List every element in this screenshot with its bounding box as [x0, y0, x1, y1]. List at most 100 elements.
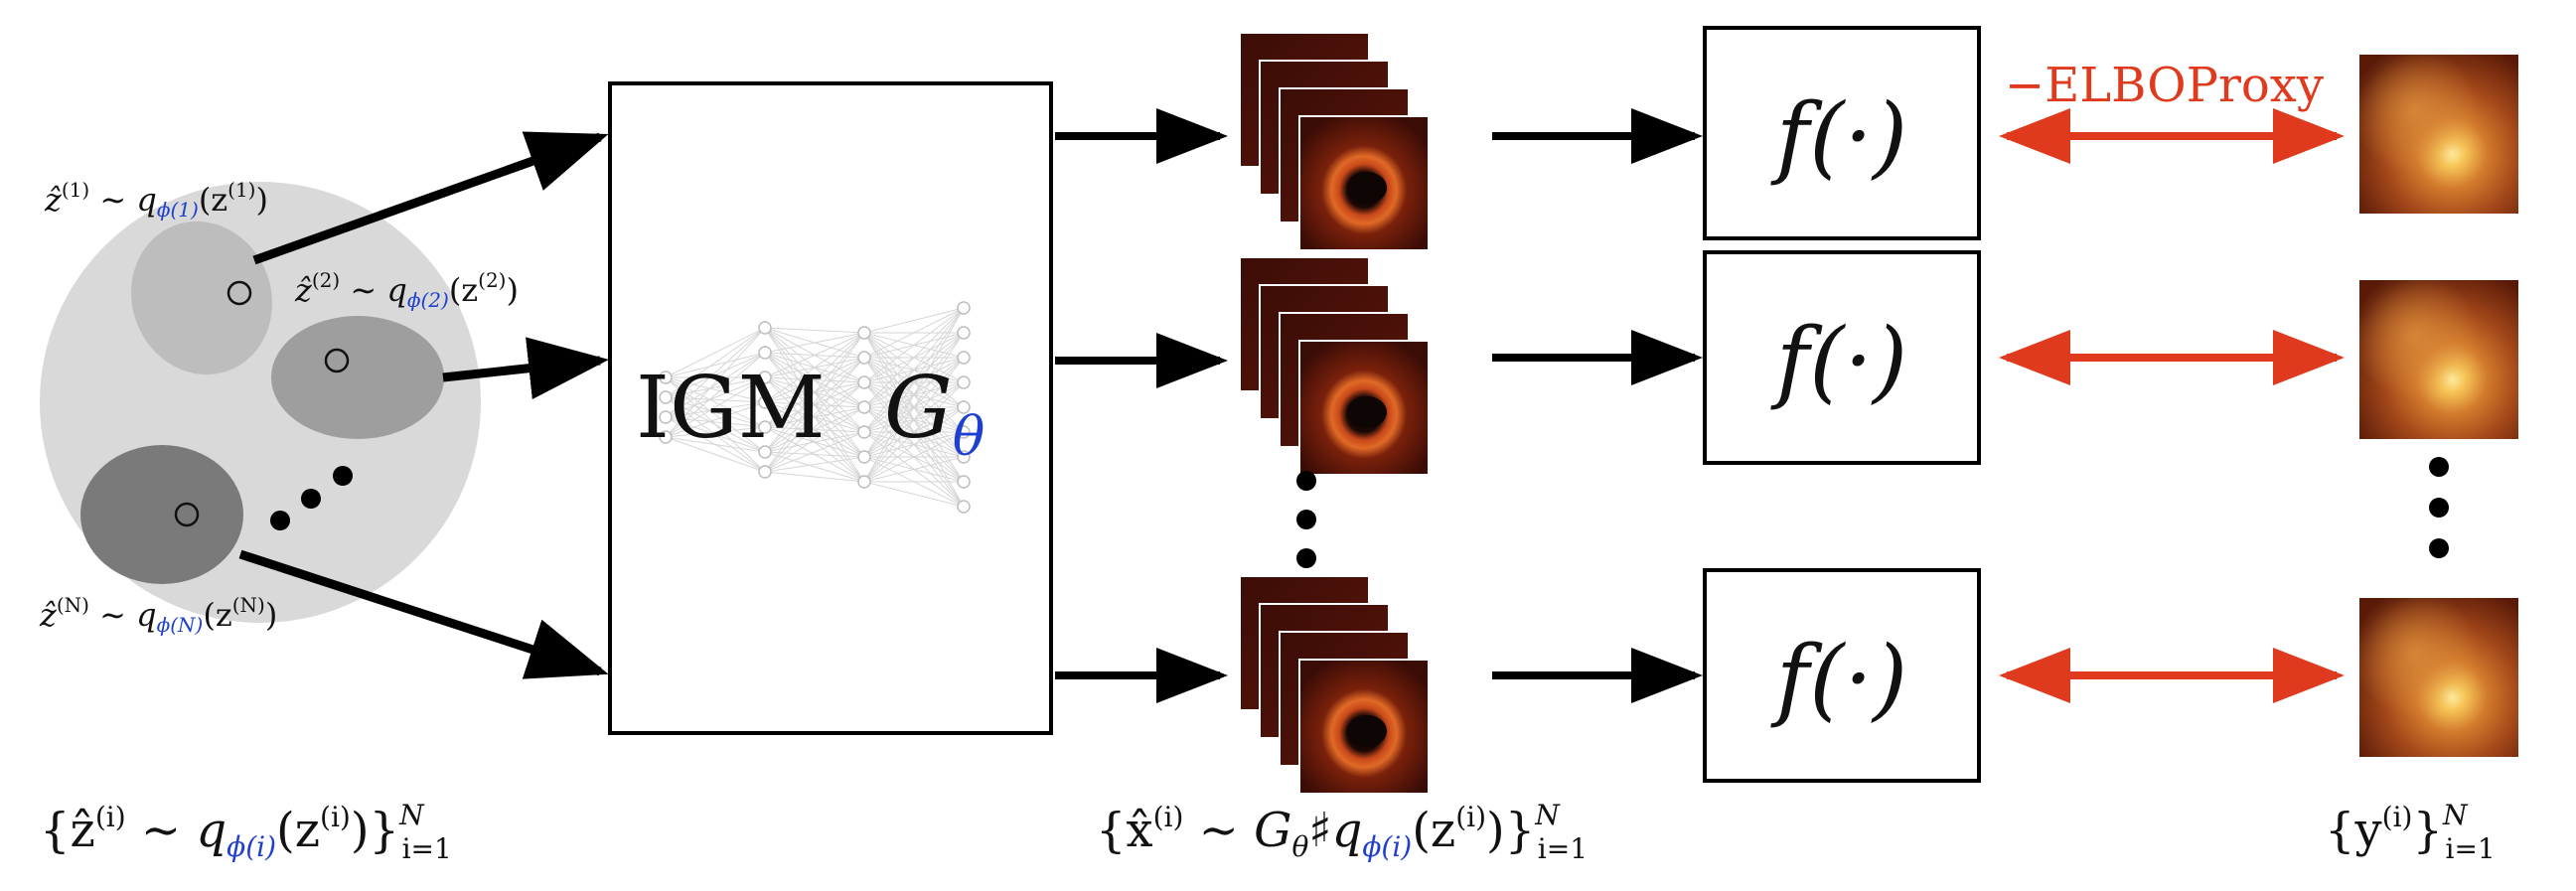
nn-edge [665, 327, 766, 438]
nn-node [857, 326, 871, 340]
nn-edge [863, 406, 965, 483]
samples-ellipsis-dot [1296, 471, 1316, 491]
nn-node [857, 425, 871, 439]
forward-model-box-n: f(·) [1703, 568, 1981, 783]
nn-edge [863, 381, 965, 483]
nn-edge [764, 381, 865, 473]
nn-edge [665, 401, 766, 418]
nn-edge [665, 376, 766, 438]
nn-node [758, 371, 772, 384]
nn-node [957, 450, 971, 464]
nn-edge [665, 352, 766, 418]
nn-edge [665, 436, 766, 453]
nn-edge [764, 332, 865, 378]
nn-edge [665, 352, 766, 378]
sample-stack [1239, 256, 1430, 476]
samples-ellipsis-dot [1296, 548, 1316, 568]
nn-edge [764, 357, 865, 473]
nn-edge [764, 406, 865, 473]
nn-edge [764, 332, 865, 428]
nn-edge [764, 357, 865, 453]
latent-ellipse-2 [271, 316, 444, 439]
nn-edge [764, 332, 865, 453]
nn-node [857, 400, 871, 414]
loss-label: −ELBOProxy [2005, 58, 2324, 113]
nn-node [857, 375, 871, 389]
nn-edge [665, 376, 766, 418]
nn-node [957, 425, 971, 439]
latent-ellipsis-dot [301, 489, 321, 509]
nn-node [857, 450, 871, 464]
nn-node [758, 465, 772, 479]
nn-node [957, 351, 971, 365]
nn-edge [665, 436, 766, 473]
nn-node [957, 400, 971, 414]
observation-image-2 [2359, 280, 2518, 439]
latent-label-1: ẑ(1) ∼ qϕ(1)(z(1)) [44, 178, 268, 222]
nn-edge [764, 456, 865, 473]
samples-ellipsis-dot [1296, 510, 1316, 529]
nn-node [957, 326, 971, 340]
nn-edge [863, 307, 965, 433]
nn-node [758, 445, 772, 459]
nn-node [659, 390, 673, 404]
latent-ellipse-1 [131, 221, 272, 375]
latent-set-caption: {ẑ(i) ∼ qϕ(i)(z(i))}N i=1 [40, 799, 452, 865]
nn-node [659, 410, 673, 424]
observation-image-n [2359, 598, 2518, 757]
nn-edge [665, 327, 766, 418]
nn-edge [863, 307, 965, 359]
generator-symbol: Gθ [884, 359, 985, 468]
nn-edge [764, 471, 865, 483]
nn-edge [764, 431, 865, 473]
forward-model-label: f(·) [1770, 84, 1907, 189]
latent-ellipsis-dot [333, 466, 353, 486]
arrow-latent-to-igm-1 [252, 131, 609, 265]
nn-edge [764, 406, 865, 453]
nn-node [957, 500, 971, 514]
nn-edge [863, 456, 965, 483]
igm-label: IGM [636, 359, 826, 458]
nn-node [957, 375, 971, 389]
latent-ellipse-n [80, 445, 243, 584]
nn-edge [863, 307, 965, 483]
nn-edge [764, 332, 865, 354]
nn-edge [665, 376, 766, 398]
arrow-latent-to-igm-n [238, 549, 609, 679]
nn-node [758, 420, 772, 434]
nn-edge [665, 327, 766, 378]
forward-model-label: f(·) [1770, 309, 1907, 413]
observations-ellipsis-dot [2429, 498, 2449, 518]
neural-network-icon [659, 301, 971, 514]
observations-ellipsis-dot [2429, 538, 2449, 558]
nn-edge [665, 352, 766, 438]
forward-model-box-2: f(·) [1703, 250, 1981, 465]
sample-stack [1239, 575, 1430, 795]
nn-node [857, 475, 871, 489]
nn-node [957, 301, 971, 315]
nn-edge [863, 431, 965, 483]
black-hole-shadow [1347, 172, 1387, 204]
nn-edge [665, 401, 766, 438]
nn-edge [863, 307, 965, 408]
nn-edge [764, 381, 865, 453]
forward-model-label: f(·) [1770, 627, 1907, 731]
nn-edge [764, 332, 865, 473]
nn-node [758, 346, 772, 360]
nn-node [659, 430, 673, 444]
sample-stack [1239, 32, 1430, 251]
latent-sample-2 [324, 348, 350, 373]
arrow-latent-to-igm-2 [442, 337, 609, 400]
sample-image-stacks [1239, 32, 1430, 795]
nn-edge [665, 376, 766, 403]
latent-space [40, 182, 481, 623]
nn-edge [665, 426, 766, 438]
nn-edge [665, 396, 766, 403]
samples-set-caption: {x̂(i) ∼ Gθ♯qϕ(i)(z(i))}N i=1 [1096, 799, 1588, 865]
nn-node [857, 351, 871, 365]
nn-node [758, 395, 772, 409]
nn-edge [863, 332, 965, 483]
observation-image-1 [2359, 55, 2518, 214]
observations-set-caption: {y(i)}N i=1 [2325, 799, 2496, 865]
